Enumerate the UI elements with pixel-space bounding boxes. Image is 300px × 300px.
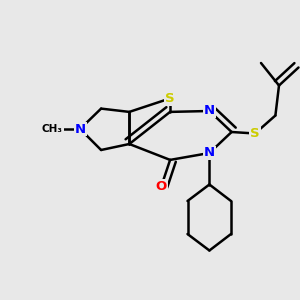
- Text: N: N: [204, 146, 215, 160]
- Text: N: N: [204, 104, 215, 118]
- Text: N: N: [74, 122, 86, 136]
- Text: CH₃: CH₃: [42, 124, 63, 134]
- Text: O: O: [156, 179, 167, 193]
- Text: S: S: [165, 92, 175, 105]
- Text: S: S: [250, 127, 260, 140]
